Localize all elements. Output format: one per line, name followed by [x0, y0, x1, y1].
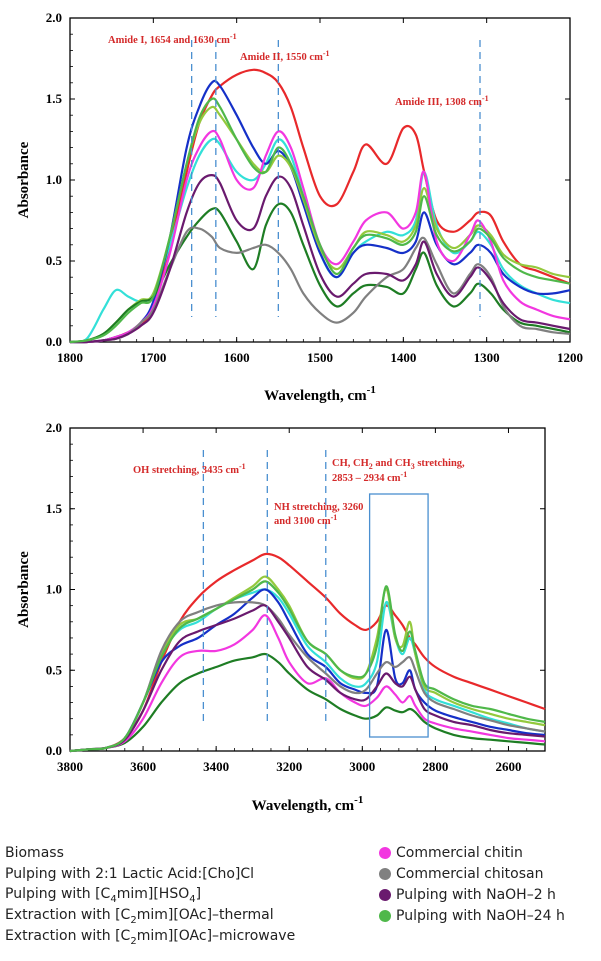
legend-item-microwave: Extraction with [C2mim][OAc]–microwave [0, 927, 295, 947]
y-tick-label: 1.0 [46, 582, 62, 597]
legend-item-naoh2: Pulping with NaOH–2 h [379, 885, 556, 905]
x-tick-label: 2800 [422, 759, 448, 774]
series-line-naoh24 [69, 580, 546, 753]
legend-label-naoh2: Pulping with NaOH–2 h [396, 887, 556, 903]
series-line-c4mim [69, 79, 571, 344]
x-axis-label: Wavelength, cm-1 [264, 384, 376, 404]
series-line-chitosan [69, 226, 571, 344]
legend-label-lactic: Pulping with 2:1 Lactic Acid:[Cho]Cl [5, 866, 255, 882]
y-tick-label: 0.5 [46, 662, 63, 677]
y-axis-label: Absorbance [16, 141, 32, 218]
legend-label-biomass: Biomass [5, 845, 64, 861]
legend-item-chitosan: Commercial chitosan [379, 864, 543, 884]
ftir-chart-stretching-region: 0.0 0.5 1.0 1.5 2.0 3800 3600 3400 3200 3000 2800 2… [16, 420, 546, 814]
x-axis-label: Wavelength, cm-1 [252, 794, 364, 814]
annotation-ch-2: 2853 – 2934 cm-1 [332, 470, 407, 484]
legend-item-lactic: Pulping with 2:1 Lactic Acid:[Cho]Cl [0, 864, 254, 884]
annotation-ch-1: CH, CH2 and CH3 stretching, [332, 458, 465, 471]
series-line-naoh2 [69, 174, 571, 344]
ftir-chart-amide-region: 0.0 0.5 1.0 1.5 2.0 1800 1700 1600 1500 1400 1300 1… [16, 10, 583, 404]
legend-item-thermal: Extraction with [C2mim][OAc]–thermal [0, 906, 274, 926]
legend-item-naoh24: Pulping with NaOH–24 h [379, 906, 565, 926]
y-tick-label: 2.0 [46, 10, 62, 25]
x-tick-label: 3000 [349, 759, 375, 774]
x-tick-label: 1300 [474, 350, 500, 365]
legend-label-chitin: Commercial chitin [396, 845, 523, 861]
series-line-thermal [69, 105, 571, 344]
y-tick-label: 2.0 [46, 420, 62, 435]
x-tick-label: 2600 [495, 759, 521, 774]
legend-label-thermal: Extraction with [C2mim][OAc]–thermal [5, 906, 274, 926]
x-tick-label: 3200 [276, 759, 302, 774]
y-tick-label: 1.5 [46, 501, 63, 516]
legend-item-chitin: Commercial chitin [379, 843, 523, 863]
x-tick-label: 1200 [557, 350, 583, 365]
series-line-c4mim [69, 588, 546, 753]
y-tick-label: 0.0 [46, 334, 62, 349]
series-line-microwave [69, 652, 546, 753]
legend-item-biomass: Biomass [0, 843, 64, 863]
series-line-naoh24 [69, 97, 571, 344]
x-tick-label: 1800 [57, 350, 83, 365]
x-tick-label: 3600 [130, 759, 156, 774]
x-tick-label: 3400 [203, 759, 229, 774]
legend-swatch-chitosan [379, 868, 391, 880]
annotation-amide-ii: Amide II, 1550 cm-1 [240, 49, 330, 63]
series-line-chitin [69, 129, 571, 344]
legend-swatch-chitin [379, 847, 391, 859]
plot-frame [69, 17, 571, 343]
legend: Biomass Pulping with 2:1 Lactic Acid:[Ch… [0, 843, 601, 961]
legend-label-microwave: Extraction with [C2mim][OAc]–microwave [5, 927, 296, 947]
annotation-nh-2: and 3100 cm-1 [274, 513, 337, 527]
ftir-figure: 0.0 0.5 1.0 1.5 2.0 1800 1700 1600 1500 1400 1300 1… [16, 10, 583, 814]
y-tick-label: 0.5 [46, 253, 63, 268]
x-tick-label: 1500 [307, 350, 333, 365]
x-tick-label: 1600 [224, 350, 250, 365]
series-line-biomass [69, 552, 546, 753]
y-tick-label: 0.0 [46, 743, 62, 758]
legend-label-naoh24: Pulping with NaOH–24 h [396, 908, 565, 924]
series-line-naoh2 [69, 604, 546, 753]
y-axis-label: Absorbance [16, 551, 32, 628]
annotation-amide-iii: Amide III, 1308 cm-1 [395, 94, 489, 108]
legend-swatch-naoh2 [379, 889, 391, 901]
x-tick-label: 3800 [57, 759, 83, 774]
plot-frame [69, 427, 546, 752]
legend-item-c4mim: Pulping with [C4mim][HSO4] [0, 885, 201, 905]
legend-label-c4mim: Pulping with [C4mim][HSO4] [5, 885, 202, 905]
annotation-box [368, 493, 429, 738]
x-tick-label: 1700 [140, 350, 166, 365]
annotation-oh: OH stretching, 3435 cm-1 [133, 462, 246, 476]
legend-label-chitosan: Commercial chitosan [396, 866, 544, 882]
x-tick-label: 1400 [390, 350, 416, 365]
annotation-nh-1: NH stretching, 3260 [274, 502, 363, 513]
legend-swatch-naoh24 [379, 910, 391, 922]
y-tick-label: 1.5 [46, 91, 63, 106]
y-tick-label: 1.0 [46, 172, 62, 187]
annotation-amide-i: Amide I, 1654 and 1630 cm-1 [108, 32, 237, 46]
series-line-chitosan [69, 600, 546, 753]
